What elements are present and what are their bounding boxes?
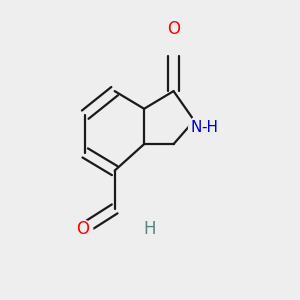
Text: N: N (190, 120, 202, 135)
Text: O: O (76, 220, 89, 238)
Text: H: H (144, 220, 156, 238)
Text: O: O (167, 20, 180, 38)
Text: -H: -H (202, 120, 218, 135)
